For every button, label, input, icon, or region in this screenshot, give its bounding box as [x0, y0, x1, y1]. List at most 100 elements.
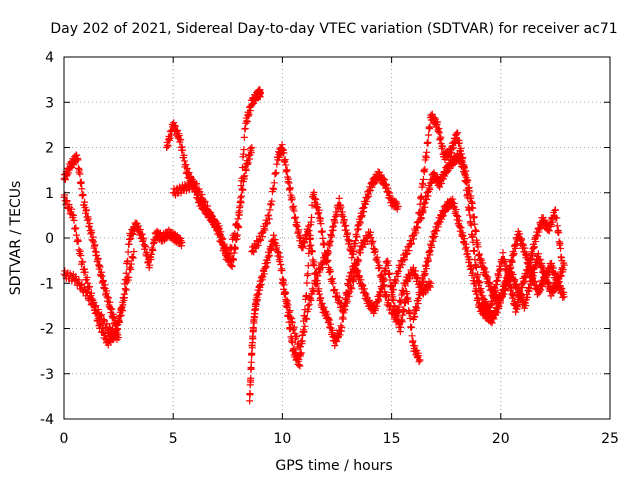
- data-point: [426, 123, 434, 131]
- data-point: [63, 171, 71, 179]
- data-point: [486, 279, 494, 287]
- data-point: [67, 164, 75, 172]
- data-point: [435, 129, 443, 137]
- data-point: [285, 308, 293, 316]
- data-point: [250, 325, 258, 333]
- data-point: [77, 251, 85, 259]
- data-point: [536, 255, 544, 263]
- data-point: [261, 226, 269, 234]
- data-point: [118, 306, 126, 314]
- data-point: [375, 297, 383, 305]
- data-point: [554, 279, 562, 287]
- data-point: [247, 374, 255, 382]
- data-point: [91, 241, 99, 249]
- data-point: [257, 236, 265, 244]
- data-point: [387, 302, 395, 310]
- data-point: [218, 235, 226, 243]
- data-point: [308, 213, 316, 221]
- data-point: [469, 269, 477, 277]
- data-point: [455, 217, 463, 225]
- data-point: [423, 265, 431, 273]
- data-point: [198, 191, 206, 199]
- data-point: [125, 273, 133, 281]
- series-9: [388, 110, 566, 316]
- data-point: [244, 159, 252, 167]
- data-point: [301, 322, 309, 330]
- data-point: [166, 134, 174, 142]
- data-point: [425, 131, 433, 139]
- data-point: [214, 230, 222, 238]
- data-point: [460, 164, 468, 172]
- data-point: [467, 264, 475, 272]
- data-point: [224, 256, 232, 264]
- data-point: [296, 362, 304, 370]
- data-point: [78, 185, 86, 193]
- data-point: [354, 258, 362, 266]
- data-point: [122, 286, 130, 294]
- data-point: [238, 192, 246, 200]
- data-point: [382, 181, 390, 189]
- x-tick-label: 10: [273, 431, 291, 447]
- data-point: [284, 301, 292, 309]
- data-point: [384, 296, 392, 304]
- data-point: [228, 262, 236, 270]
- y-tick-label: 0: [45, 231, 54, 247]
- data-point: [380, 275, 388, 283]
- data-point: [414, 224, 422, 232]
- data-point: [335, 194, 343, 202]
- data-point: [467, 192, 475, 200]
- data-point: [426, 185, 434, 193]
- data-point: [323, 257, 331, 265]
- data-point: [492, 310, 500, 318]
- data-point: [318, 227, 326, 235]
- data-point: [270, 179, 278, 187]
- data-point: [266, 206, 274, 214]
- data-point: [551, 269, 559, 277]
- data-point: [146, 261, 154, 269]
- data-point: [141, 243, 149, 251]
- data-point: [430, 234, 438, 242]
- data-point: [79, 258, 87, 266]
- data-point: [206, 210, 214, 218]
- data-point: [94, 309, 102, 317]
- data-point: [300, 328, 308, 336]
- data-point: [292, 213, 300, 221]
- y-tick-label: 1: [45, 186, 54, 202]
- data-point: [337, 203, 345, 211]
- data-point: [299, 244, 307, 252]
- data-point: [379, 175, 387, 183]
- data-point: [493, 276, 501, 284]
- data-point: [232, 220, 240, 228]
- data-point: [260, 225, 268, 233]
- data-point: [248, 100, 256, 108]
- data-point: [96, 263, 104, 271]
- data-point: [500, 285, 508, 293]
- data-point: [228, 244, 236, 252]
- data-point: [194, 189, 202, 197]
- data-point: [479, 292, 487, 300]
- data-point: [409, 235, 417, 243]
- data-point: [557, 244, 565, 252]
- data-point: [116, 312, 124, 320]
- data-point: [279, 278, 287, 286]
- data-point: [79, 191, 87, 199]
- series-5: [169, 144, 256, 265]
- data-point: [524, 294, 532, 302]
- data-point: [89, 238, 97, 246]
- data-point: [83, 273, 91, 281]
- data-point: [416, 356, 424, 364]
- y-tick-label: -1: [40, 276, 54, 292]
- data-point: [75, 246, 83, 254]
- data-point: [286, 307, 294, 315]
- data-point: [426, 247, 434, 255]
- data-point: [446, 152, 454, 160]
- data-point: [430, 114, 438, 122]
- data-point: [417, 214, 425, 222]
- data-point: [99, 277, 107, 285]
- data-point: [272, 169, 280, 177]
- data-point: [348, 276, 356, 284]
- data-point: [178, 239, 186, 247]
- data-point: [76, 247, 84, 255]
- series-10: [416, 150, 568, 309]
- data-point: [211, 223, 219, 231]
